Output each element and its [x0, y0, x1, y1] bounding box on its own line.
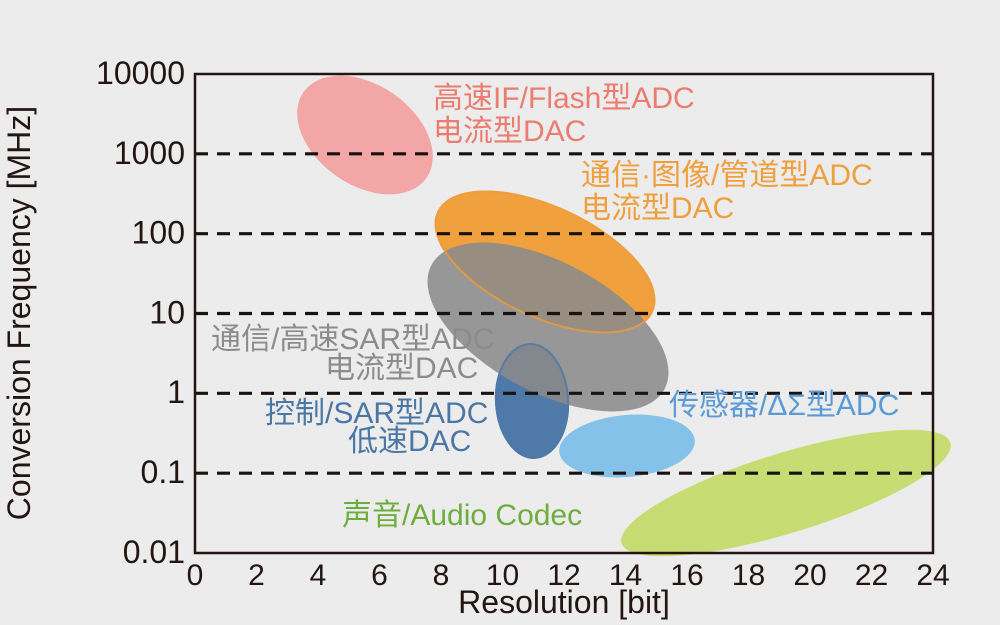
svg-text:Resolution [bit]: Resolution [bit]	[458, 584, 670, 620]
svg-text:0.1: 0.1	[141, 454, 185, 490]
svg-text:18: 18	[732, 559, 765, 592]
svg-text:24: 24	[916, 559, 949, 592]
svg-text:22: 22	[855, 559, 888, 592]
svg-text:高速IF/Flash型ADC: 高速IF/Flash型ADC	[433, 82, 695, 115]
svg-text:8: 8	[433, 559, 450, 592]
svg-text:2: 2	[248, 559, 265, 592]
svg-text:Conversion Frequency [MHz]: Conversion Frequency [MHz]	[1, 106, 37, 520]
svg-text:4: 4	[310, 559, 327, 592]
svg-text:10000: 10000	[96, 55, 185, 91]
svg-text:电流型DAC: 电流型DAC	[433, 115, 586, 148]
svg-text:20: 20	[793, 559, 826, 592]
svg-text:100: 100	[132, 215, 185, 251]
svg-text:10: 10	[149, 294, 185, 330]
svg-text:声音/Audio Codec: 声音/Audio Codec	[342, 499, 582, 532]
svg-text:低速DAC: 低速DAC	[348, 425, 471, 458]
svg-text:电流型DAC: 电流型DAC	[581, 192, 734, 225]
svg-text:通信·图像/管道型ADC: 通信·图像/管道型ADC	[581, 159, 873, 192]
svg-text:16: 16	[670, 559, 703, 592]
svg-text:电流型DAC: 电流型DAC	[325, 352, 478, 385]
svg-text:1: 1	[167, 374, 185, 410]
svg-text:1000: 1000	[114, 135, 185, 171]
svg-text:6: 6	[371, 559, 388, 592]
svg-text:0.01: 0.01	[123, 534, 185, 570]
svg-text:传感器/ΔΣ型ADC: 传感器/ΔΣ型ADC	[669, 389, 899, 422]
svg-text:0: 0	[187, 559, 204, 592]
